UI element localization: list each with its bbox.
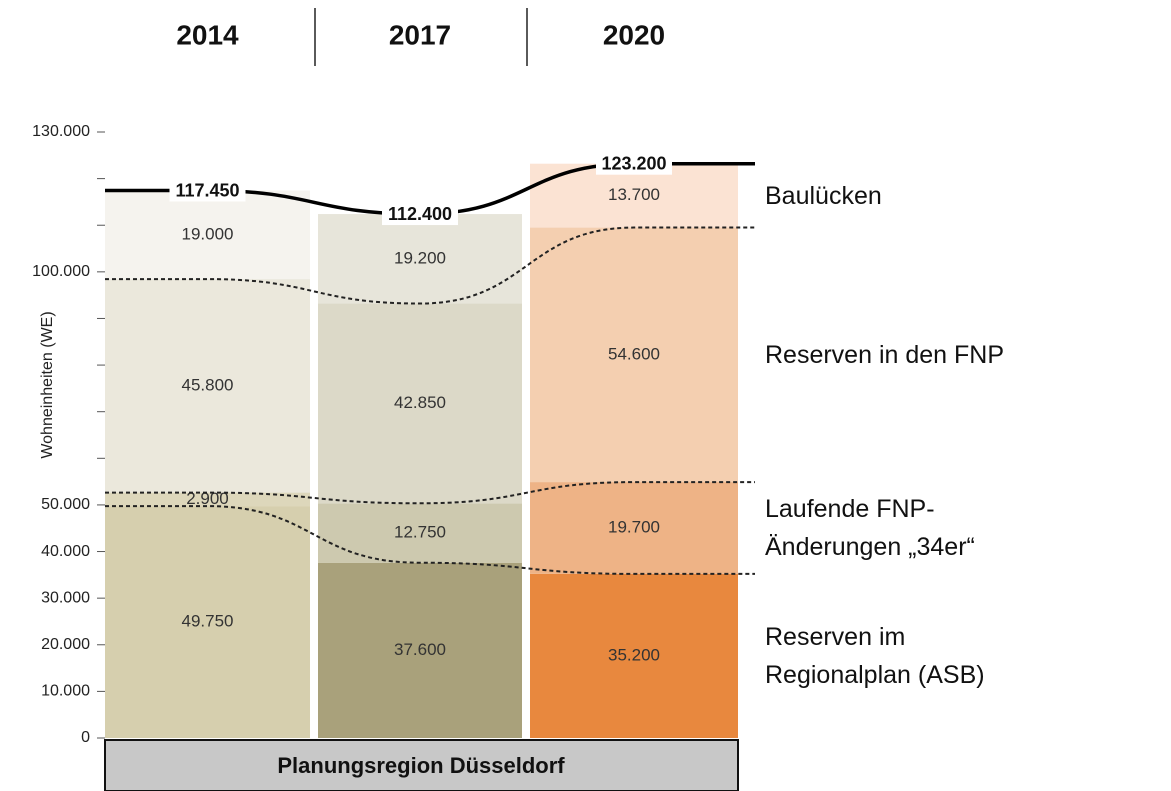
segment	[318, 503, 522, 563]
y-axis-label: Wohneinheiten (WE)	[39, 311, 56, 458]
y-tick-label: 30.000	[41, 589, 90, 606]
y-tick-label: 10.000	[41, 683, 90, 700]
segment	[105, 492, 310, 507]
series-label: Reserven in den FNP	[765, 340, 1005, 369]
segment	[318, 303, 522, 504]
total-label-box	[169, 179, 246, 202]
value-label: 19.200	[394, 248, 446, 267]
y-tick-label: 0	[81, 729, 90, 746]
boundary-line	[105, 226, 755, 305]
column-header: 2014	[176, 19, 239, 50]
value-label: 37.600	[394, 640, 446, 659]
region-box	[104, 739, 739, 791]
value-label: 19.700	[608, 517, 660, 536]
boundary-line	[105, 481, 755, 505]
value-label: 54.600	[608, 344, 660, 363]
boundary-line	[105, 505, 755, 575]
series-label: Laufende FNP-Änderungen „34er“	[765, 494, 975, 561]
segment	[105, 506, 310, 738]
total-label-box	[382, 203, 458, 226]
value-label: 42.850	[394, 393, 446, 412]
total-label: 117.450	[175, 180, 239, 200]
segment	[105, 279, 310, 493]
series-label: Baulücken	[765, 181, 882, 210]
y-tick-label: 100.000	[32, 263, 90, 280]
value-label: 13.700	[608, 185, 660, 204]
y-tick-label: 20.000	[41, 636, 90, 653]
value-label: 45.800	[182, 375, 234, 394]
segment	[530, 227, 738, 483]
segment	[318, 562, 522, 738]
value-label: 35.200	[608, 645, 660, 664]
total-label: 112.400	[388, 204, 452, 224]
value-label: 49.750	[182, 612, 234, 631]
value-label: 12.750	[394, 522, 446, 541]
segment	[530, 482, 738, 574]
segment	[530, 573, 738, 738]
y-tick-label: 50.000	[41, 496, 90, 513]
total-label-box	[596, 152, 672, 175]
total-label: 123.200	[601, 153, 666, 173]
segment	[105, 190, 310, 280]
y-tick-label: 40.000	[41, 543, 90, 560]
column-header: 2020	[603, 19, 665, 50]
value-label: 19.000	[182, 224, 234, 243]
y-tick-label: 130.000	[32, 123, 90, 140]
column-header: 2017	[389, 19, 451, 50]
region-label: Planungsregion Düsseldorf	[277, 753, 565, 778]
series-label: Reserven im Regionalplan (ASB)	[765, 622, 985, 689]
